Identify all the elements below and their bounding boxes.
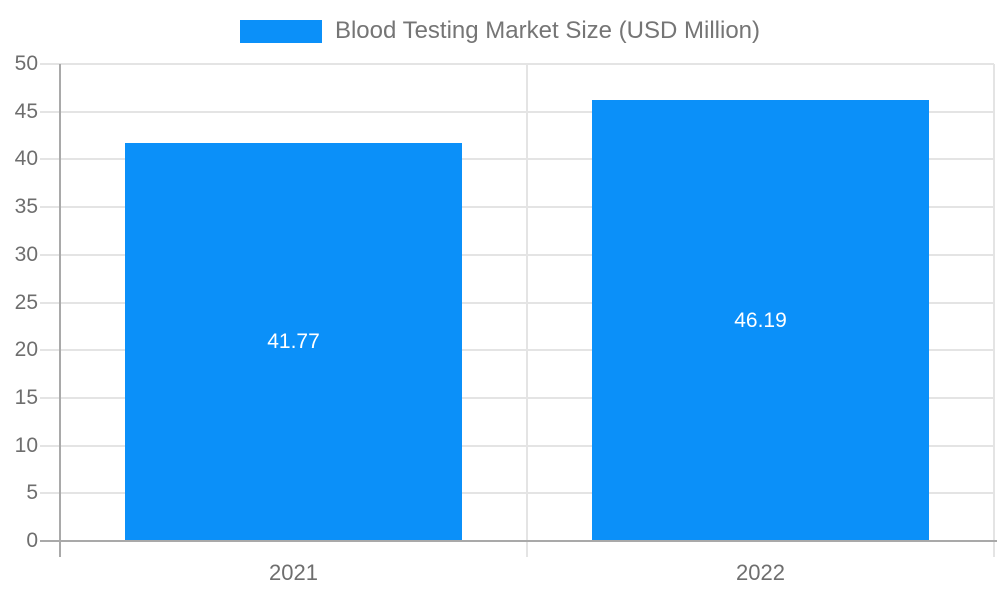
y-tick-label: 0 [26,529,38,552]
gridline-y-25 [40,301,994,304]
y-tick-label: 15 [14,385,38,409]
bar-2021 [125,142,462,541]
gridline-y-35 [40,206,994,209]
y-tick-label: 45 [14,99,38,123]
legend: Blood Testing Market Size (USD Million) [0,8,1000,54]
y-tick-label: 10 [14,433,38,457]
legend-swatch [239,19,322,43]
x-axis-line [40,540,997,542]
y-tick-label: 35 [14,195,38,219]
y-tick-label: 20 [14,338,38,362]
gridline-y-15 [40,396,994,399]
bar-value-label: 41.77 [267,329,320,353]
gridline-y-10 [40,444,994,447]
gridline-y-45 [40,110,994,113]
legend-label: Blood Testing Market Size (USD Million) [334,17,761,44]
y-axis-line [59,64,61,557]
bar-value-label: 46.19 [734,308,787,332]
y-tick-label: 25 [14,290,38,314]
gridline-x-boundary [526,64,528,557]
gridline-y-50 [40,63,994,65]
gridline-y-5 [40,492,994,495]
gridline-y-40 [40,158,994,161]
gridline-y-20 [40,349,994,352]
y-tick-label: 30 [14,242,38,266]
x-tick-label: 2022 [736,560,785,585]
plot-area: 0 5 10 15 20 25 30 35 40 45 50 41.77 46.19 2021 2022 [15,53,997,585]
y-tick-label: 50 [14,52,38,75]
y-tick-label: 5 [26,481,38,505]
bar-2022 [592,100,929,541]
y-tick-label: 40 [14,147,38,171]
x-tick-label: 2021 [269,560,318,585]
gridline-y-30 [40,253,994,256]
gridline-x-boundary [993,64,995,557]
